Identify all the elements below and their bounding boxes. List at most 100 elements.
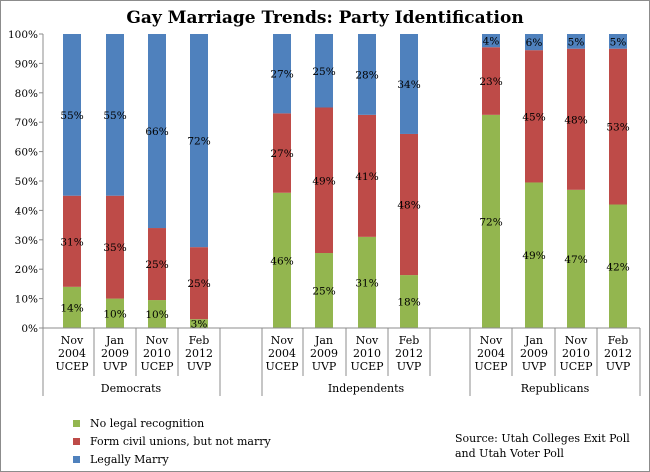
- data-label: 66%: [145, 126, 168, 138]
- x-category-label: UVP: [606, 360, 631, 373]
- x-category-label: 2012: [395, 347, 423, 360]
- x-category-label: Feb: [399, 334, 420, 347]
- x-category-label: Feb: [189, 334, 210, 347]
- x-category-label: Nov: [146, 334, 169, 347]
- data-label: 6%: [526, 37, 543, 49]
- data-label: 48%: [397, 200, 420, 212]
- data-label: 41%: [355, 171, 378, 183]
- bar-segment-no_legal: [482, 114, 500, 328]
- bar-segment-legally_marry: [567, 34, 585, 49]
- x-category-label: Jan: [314, 334, 333, 347]
- bar-segment-civil_unions: [106, 195, 124, 299]
- x-category-label: UVP: [397, 360, 422, 373]
- data-label: 45%: [522, 111, 545, 123]
- bar-segment-civil_unions: [358, 114, 376, 237]
- data-label: 28%: [355, 69, 378, 81]
- bar-segment-legally_marry: [482, 34, 500, 48]
- data-label: 53%: [606, 122, 629, 134]
- x-category-label: 2010: [353, 347, 381, 360]
- x-category-label: UCEP: [140, 360, 174, 373]
- data-label: 55%: [103, 110, 126, 122]
- x-category-label: Nov: [565, 334, 588, 347]
- data-label: 47%: [564, 254, 587, 266]
- data-label: 49%: [522, 250, 545, 262]
- bar-segment-no_legal: [609, 204, 627, 328]
- y-axis: 0% 10% 20% 30% 40% 50% 60% 70% 80% 90% 100%: [8, 29, 44, 335]
- bar-segment-civil_unions: [567, 48, 585, 190]
- bar-segment-legally_marry: [358, 34, 376, 115]
- bar-segment-civil_unions: [315, 107, 333, 254]
- data-label: 18%: [397, 297, 420, 309]
- data-label: 48%: [564, 114, 587, 126]
- bar-segment-legally_marry: [609, 34, 627, 49]
- legend-swatch-no_legal: [73, 420, 80, 427]
- x-category-label: UVP: [103, 360, 128, 373]
- source-line-2: and Utah Voter Poll: [455, 447, 564, 460]
- bar-segment-no_legal: [106, 298, 124, 328]
- data-label: 10%: [145, 309, 168, 321]
- bar-segment-legally_marry: [525, 34, 543, 51]
- bar-segment-civil_unions: [609, 48, 627, 205]
- data-label: 31%: [355, 277, 378, 289]
- y-tick-label: 70%: [15, 117, 38, 129]
- legend-label-legally_marry: Legally Marry: [90, 453, 169, 466]
- bar-segment-no_legal: [567, 189, 585, 328]
- bar-segment-no_legal: [148, 300, 166, 328]
- bar-segment-civil_unions: [273, 113, 291, 193]
- data-label: 42%: [606, 261, 629, 273]
- chart-title: Gay Marriage Trends: Party Identificatio…: [126, 8, 523, 28]
- x-category-label: UVP: [187, 360, 212, 373]
- bar-segment-civil_unions: [63, 195, 81, 287]
- data-label: 5%: [610, 36, 627, 48]
- data-label: 49%: [312, 175, 335, 187]
- legend-swatch-legally_marry: [73, 456, 80, 463]
- bar-segment-legally_marry: [106, 34, 124, 196]
- x-category-label: 2009: [310, 347, 338, 360]
- y-tick-label: 60%: [15, 147, 38, 159]
- bar-segment-civil_unions: [148, 228, 166, 301]
- y-tick-label: 100%: [8, 29, 38, 41]
- x-category-label: 2009: [101, 347, 129, 360]
- x-category-label: UVP: [312, 360, 337, 373]
- y-tick-label: 90%: [15, 58, 38, 70]
- y-tick-label: 40%: [15, 205, 38, 217]
- x-category-label: 2010: [143, 347, 171, 360]
- data-label: 4%: [483, 36, 500, 48]
- data-label: 72%: [187, 136, 210, 148]
- data-label: 34%: [397, 79, 420, 91]
- bar-segment-legally_marry: [148, 34, 166, 229]
- x-group-label: Democrats: [101, 382, 162, 395]
- data-label: 25%: [187, 278, 210, 290]
- x-category-label: Nov: [480, 334, 503, 347]
- data-label: 25%: [312, 66, 335, 78]
- legend-label-civil_unions: Form civil unions, but not marry: [90, 435, 271, 448]
- bar-segment-no_legal: [315, 253, 333, 328]
- bars: 14% 31% 55% 10% 35% 55% 10% 25% 66% 3% 25% 72% 46% 27…: [60, 34, 630, 331]
- x-category-label: 2012: [604, 347, 632, 360]
- bar-segment-no_legal: [525, 182, 543, 328]
- data-label: 10%: [103, 308, 126, 320]
- data-label: 23%: [479, 76, 502, 88]
- data-label: 27%: [270, 69, 293, 81]
- x-category-label: Nov: [61, 334, 84, 347]
- data-label: 55%: [60, 110, 83, 122]
- x-category-label: 2004: [58, 347, 86, 360]
- legend-swatch-civil_unions: [73, 438, 80, 445]
- data-label: 25%: [312, 286, 335, 298]
- legend: No legal recognition Form civil unions, b…: [73, 417, 271, 466]
- x-category-label: 2010: [562, 347, 590, 360]
- bar-segment-no_legal: [190, 319, 208, 328]
- data-label: 3%: [191, 319, 208, 331]
- bar-segment-legally_marry: [400, 34, 418, 134]
- x-category-label: 2004: [477, 347, 505, 360]
- legend-label-no_legal: No legal recognition: [90, 417, 204, 430]
- data-label: 31%: [60, 236, 83, 248]
- x-category-label: UVP: [522, 360, 547, 373]
- y-tick-label: 50%: [15, 176, 38, 188]
- bar-segment-legally_marry: [190, 34, 208, 248]
- x-category-label: UCEP: [350, 360, 384, 373]
- data-label: 46%: [270, 255, 293, 267]
- bar-segment-civil_unions: [190, 247, 208, 320]
- x-category-label: UCEP: [474, 360, 508, 373]
- bar-segment-legally_marry: [273, 34, 291, 114]
